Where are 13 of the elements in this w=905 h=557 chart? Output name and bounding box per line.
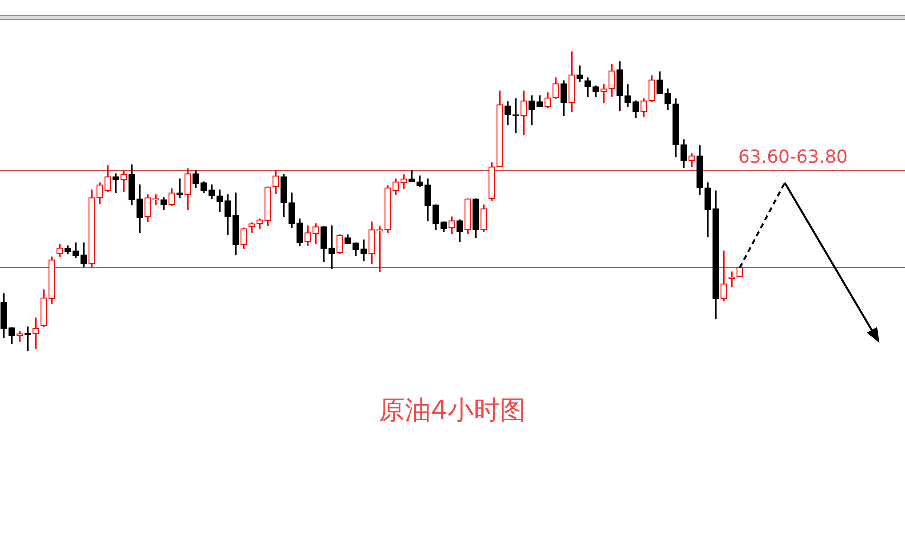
candlestick	[600, 84, 608, 104]
candlestick	[512, 98, 520, 134]
candlestick	[152, 194, 160, 206]
candlestick	[176, 178, 184, 198]
candlestick	[112, 174, 120, 194]
annotation: 63.60-63.80	[738, 146, 848, 168]
candlestick	[376, 226, 384, 272]
candlestick	[328, 226, 336, 270]
candlestick	[360, 240, 368, 262]
candlestick	[120, 170, 128, 192]
candlestick	[728, 272, 736, 288]
text: 原油4小时图	[379, 396, 526, 426]
candlestick	[32, 318, 40, 350]
